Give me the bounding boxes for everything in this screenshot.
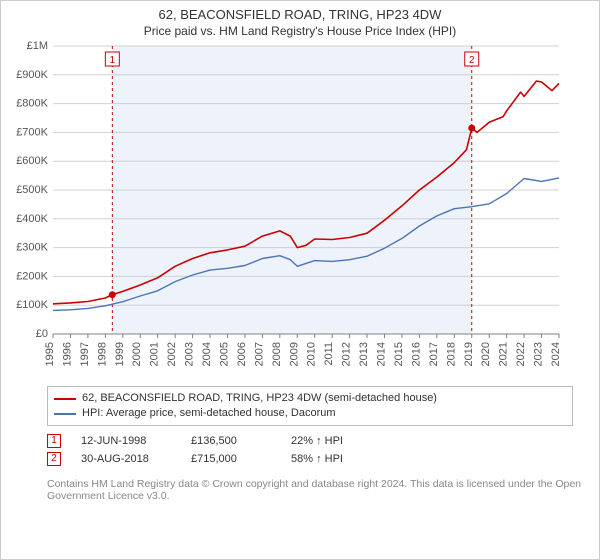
svg-text:2007: 2007 (253, 342, 265, 366)
legend-swatch (54, 413, 76, 415)
legend-item: 62, BEACONSFIELD ROAD, TRING, HP23 4DW (… (54, 391, 566, 406)
page-subtitle: Price paid vs. HM Land Registry's House … (7, 24, 593, 38)
svg-text:2000: 2000 (131, 342, 143, 366)
svg-text:1997: 1997 (79, 342, 91, 366)
svg-text:£300K: £300K (16, 242, 48, 254)
svg-text:£900K: £900K (16, 69, 48, 81)
svg-text:2014: 2014 (376, 342, 388, 366)
svg-text:2023: 2023 (533, 342, 545, 366)
transaction-row: 2 30-AUG-2018 £715,000 58% ↑ HPI (47, 450, 573, 468)
svg-text:2016: 2016 (410, 342, 422, 366)
chart-area: £0 £100K £200K £300K £400K £500K £600K £700K £80… (1, 40, 599, 380)
svg-text:2009: 2009 (288, 342, 300, 366)
legend-label: HPI: Average price, semi-detached house,… (82, 406, 336, 421)
svg-text:2021: 2021 (498, 342, 510, 366)
svg-text:£600K: £600K (16, 155, 48, 167)
transaction-delta: 58% ↑ HPI (291, 450, 371, 468)
svg-text:2003: 2003 (184, 342, 196, 366)
svg-text:£500K: £500K (16, 184, 48, 196)
svg-text:2002: 2002 (166, 342, 178, 366)
svg-text:2017: 2017 (428, 342, 440, 366)
svg-text:2013: 2013 (358, 342, 370, 366)
svg-text:2: 2 (469, 55, 475, 66)
transaction-date: 12-JUN-1998 (81, 432, 171, 450)
svg-text:2010: 2010 (306, 342, 318, 366)
transaction-date: 30-AUG-2018 (81, 450, 171, 468)
svg-text:2018: 2018 (445, 342, 457, 366)
svg-text:£1M: £1M (27, 40, 48, 52)
svg-text:1999: 1999 (114, 342, 126, 366)
price-chart: £0 £100K £200K £300K £400K £500K £600K £700K £80… (7, 40, 567, 380)
svg-text:2001: 2001 (149, 342, 161, 366)
svg-text:£100K: £100K (16, 299, 48, 311)
svg-text:2008: 2008 (271, 342, 283, 366)
svg-text:£200K: £200K (16, 270, 48, 282)
legend-swatch (54, 398, 76, 400)
page-title: 62, BEACONSFIELD ROAD, TRING, HP23 4DW (7, 7, 593, 22)
legend-label: 62, BEACONSFIELD ROAD, TRING, HP23 4DW (… (82, 391, 437, 406)
transaction-price: £715,000 (191, 450, 271, 468)
svg-text:2006: 2006 (236, 342, 248, 366)
transactions: 1 12-JUN-1998 £136,500 22% ↑ HPI 2 30-AUG-201… (47, 432, 573, 468)
footnote: Contains HM Land Registry data © Crown c… (47, 478, 585, 502)
svg-text:1995: 1995 (44, 342, 56, 366)
svg-text:2022: 2022 (515, 342, 527, 366)
page: 62, BEACONSFIELD ROAD, TRING, HP23 4DW P… (0, 0, 600, 560)
svg-text:£0: £0 (36, 328, 48, 340)
transaction-badge: 2 (47, 452, 61, 466)
svg-text:2019: 2019 (463, 342, 475, 366)
svg-text:2012: 2012 (341, 342, 353, 366)
transaction-badge: 1 (47, 434, 61, 448)
svg-text:£700K: £700K (16, 126, 48, 138)
svg-text:2024: 2024 (550, 342, 562, 366)
svg-text:1998: 1998 (96, 342, 108, 366)
legend: 62, BEACONSFIELD ROAD, TRING, HP23 4DW (… (47, 386, 573, 426)
svg-text:2011: 2011 (323, 342, 335, 366)
svg-text:1996: 1996 (61, 342, 73, 366)
svg-text:2020: 2020 (480, 342, 492, 366)
svg-text:2015: 2015 (393, 342, 405, 366)
svg-text:2004: 2004 (201, 342, 213, 366)
svg-text:1: 1 (110, 55, 116, 66)
svg-text:£800K: £800K (16, 98, 48, 110)
titles: 62, BEACONSFIELD ROAD, TRING, HP23 4DW P… (1, 1, 599, 40)
legend-item: HPI: Average price, semi-detached house,… (54, 406, 566, 421)
transaction-delta: 22% ↑ HPI (291, 432, 371, 450)
svg-text:2005: 2005 (218, 342, 230, 366)
transaction-row: 1 12-JUN-1998 £136,500 22% ↑ HPI (47, 432, 573, 450)
svg-text:£400K: £400K (16, 213, 48, 225)
transaction-price: £136,500 (191, 432, 271, 450)
